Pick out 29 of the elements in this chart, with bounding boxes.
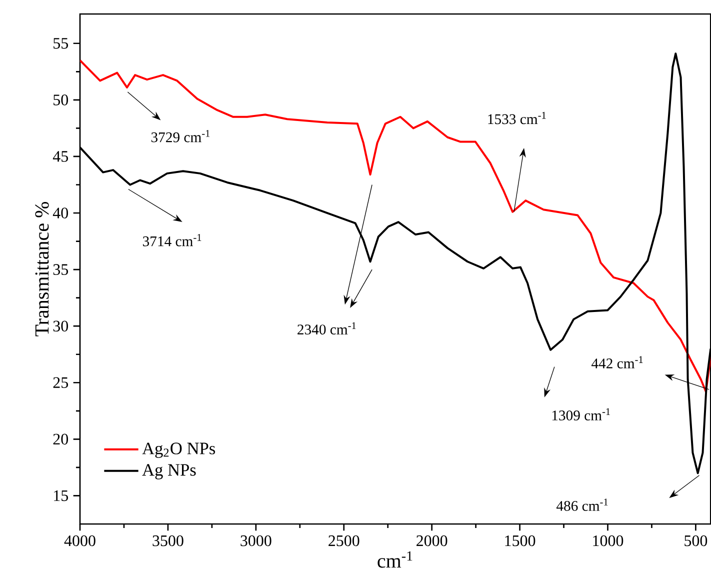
x-tick-label: 3500 [152,535,184,546]
y-tick-label: 30 [53,320,68,332]
y-tick-label: 35 [53,264,68,275]
x-tick-label: 2000 [416,535,448,546]
annotation: 486 cm$^{-1}$ [556,498,608,511]
annotation: 442 cm$^{-1}$ [591,356,643,368]
annotation: 3714 cm$^{-1}$ [142,234,202,246]
legend-label: Ag NPs [142,464,196,480]
y-tick-label: 55 [54,38,68,49]
x-tick-label: 1000 [593,535,624,546]
annotation: 2340 cm$^{-1}$ [298,322,356,334]
x-tick-label: 500 [684,535,708,546]
x-tick-label: 2500 [328,535,360,546]
y-tick-label: 50 [54,94,68,106]
y-tick-label: 25 [53,377,68,388]
annotation: 1533 cm$^{-1}$ [488,112,546,124]
line-series [80,59,711,393]
x-tick-label: 3000 [240,535,272,546]
x-tick-label: 4000 [64,535,96,546]
y-tick-label: 40 [52,208,68,218]
legend-label: Ag$_{2}$O NPs [142,442,216,458]
y-axis-title: Transmittance % [35,202,49,336]
y-tick-label: 20 [53,434,68,445]
y-tick-label: 45 [52,151,68,162]
annotation: 1309 cm$^{-1}$ [552,408,610,420]
annotation: 3729 cm$^{-1}$ [151,130,210,142]
y-tick-label: 15 [54,490,68,502]
x-axis-title: cm$^{-1}$ [378,551,412,568]
x-tick-label: 1500 [505,535,536,546]
